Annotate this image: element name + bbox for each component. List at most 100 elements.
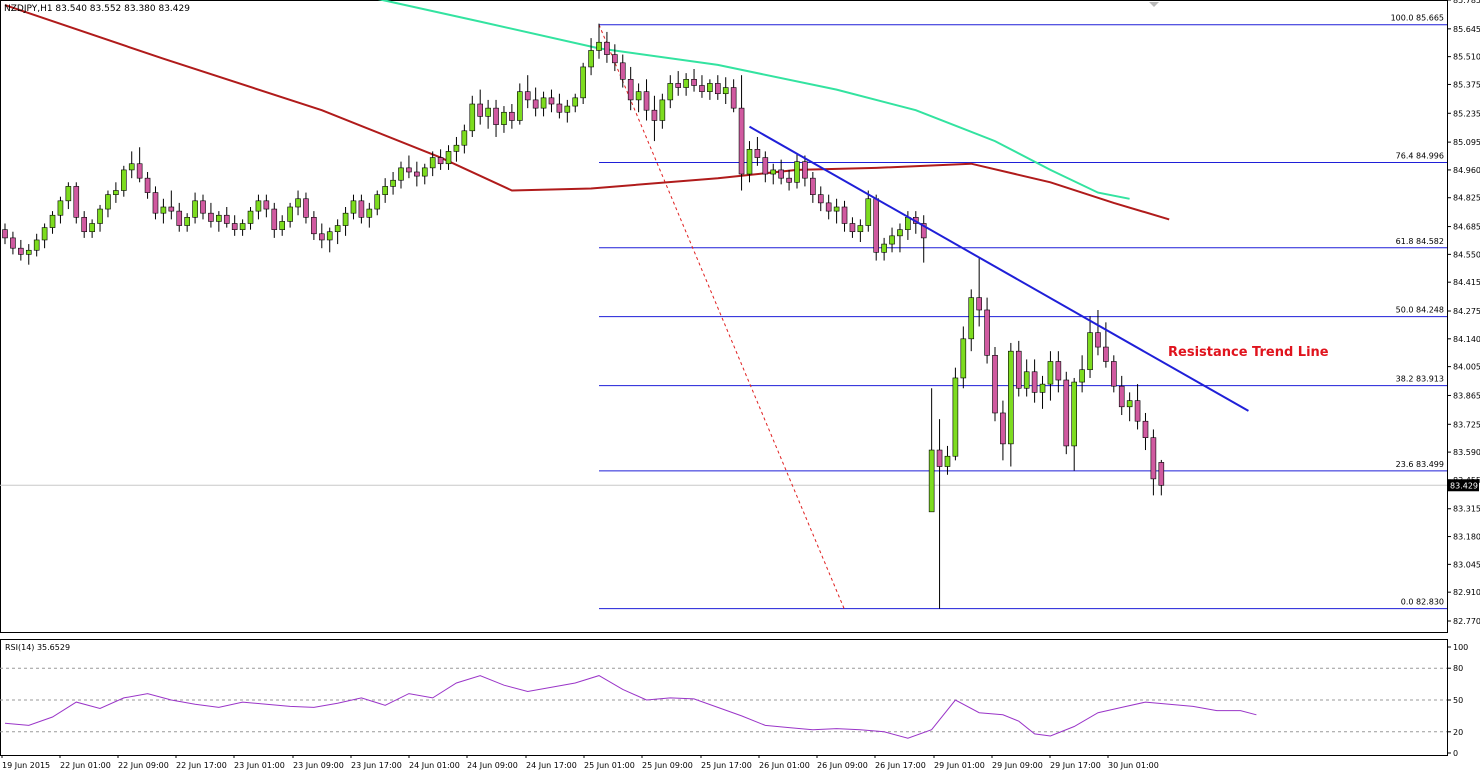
candle	[509, 104, 515, 129]
candle	[556, 93, 563, 119]
candle	[897, 223, 903, 253]
candle	[794, 153, 800, 189]
time-tick-label: 26 Jun 09:00	[817, 761, 868, 770]
candle	[231, 215, 238, 236]
candle-body	[707, 83, 713, 92]
candle-body	[604, 41, 610, 55]
candle-body	[295, 198, 301, 208]
candle	[1111, 355, 1117, 393]
candle-body	[453, 144, 460, 152]
candle	[770, 163, 777, 185]
candle-body	[176, 210, 183, 226]
candle	[176, 202, 183, 232]
candle-body	[1031, 371, 1038, 393]
candle	[1031, 359, 1038, 403]
candle	[1047, 351, 1054, 401]
candle-body	[1118, 385, 1125, 408]
candle	[65, 182, 72, 210]
candle-body	[65, 186, 72, 202]
candle	[714, 75, 721, 100]
fibonacci-retracement[interactable]: 100.0 85.665 76.4 84.996 61.8 84.582 50.0 8…	[598, 14, 1447, 610]
candle	[128, 151, 135, 179]
candle-body	[762, 157, 769, 175]
time-tick-label: 26 Jun 01:00	[759, 761, 810, 770]
fib-level-label: 100.0 85.665	[1391, 14, 1444, 23]
candle-body	[810, 177, 816, 195]
candle-body	[255, 200, 262, 212]
current-price-label: 83.429	[1450, 481, 1478, 490]
candle	[1150, 429, 1157, 496]
candle-body	[778, 169, 784, 179]
price-tick-label: 82.910	[1453, 588, 1480, 597]
candle-body	[390, 179, 396, 187]
candle-body	[1142, 420, 1149, 438]
candle-body	[57, 200, 64, 216]
time-tick-label: 22 Jun 09:00	[118, 761, 169, 770]
candle	[374, 190, 381, 216]
price-tick-label: 84.685	[1453, 223, 1480, 232]
candle	[18, 239, 24, 261]
candle	[778, 159, 784, 185]
chart-shift-marker-icon[interactable]	[1149, 2, 1159, 7]
candle	[643, 79, 650, 121]
price-axis: 85.785 85.645 85.510 85.375 85.235 85.095 84.9…	[1447, 0, 1480, 626]
price-tick-label: 83.865	[1453, 391, 1480, 400]
candle	[833, 198, 840, 224]
price-tick-label: 84.005	[1453, 363, 1480, 372]
candle-body	[540, 97, 547, 109]
candle-body	[612, 54, 618, 64]
candle-body	[184, 216, 190, 226]
candle	[382, 178, 388, 203]
candle-body	[1158, 462, 1165, 486]
candle-body	[1063, 379, 1070, 447]
candle	[881, 237, 887, 261]
candle-body	[1103, 346, 1109, 362]
candle-body	[168, 206, 175, 212]
candle-body	[366, 208, 373, 218]
candle-body	[683, 78, 689, 88]
price-tick-label: 84.415	[1453, 278, 1480, 287]
candle-body	[659, 99, 666, 121]
candle-body	[905, 216, 911, 230]
candle-body	[239, 223, 246, 230]
candle-body	[1055, 361, 1062, 381]
candle-body	[358, 200, 365, 218]
candle	[73, 182, 80, 224]
candle-body	[1071, 381, 1077, 447]
candle	[1095, 309, 1101, 356]
candle	[841, 200, 848, 232]
fib-level-label: 50.0 84.248	[1396, 306, 1444, 315]
candle	[216, 211, 222, 232]
candle	[1134, 384, 1141, 430]
candle	[524, 75, 531, 109]
price-tick-label: 84.825	[1453, 194, 1480, 203]
candle-body	[817, 194, 824, 204]
candle-body	[160, 206, 167, 214]
candle-body	[318, 233, 325, 241]
candle-body	[509, 111, 515, 121]
candle-body	[556, 103, 563, 113]
candle-body	[1023, 371, 1030, 389]
candle-body	[532, 99, 539, 109]
resistance-trend-line-group[interactable]: Resistance Trend Line	[748, 125, 1329, 412]
candle	[350, 194, 357, 220]
candle	[1063, 371, 1070, 455]
candle-body	[2, 229, 8, 239]
moving-averages	[4, 0, 1170, 221]
candle	[762, 151, 769, 183]
candle	[873, 194, 880, 261]
candle	[366, 202, 373, 228]
time-tick-label: 25 Jun 09:00	[642, 761, 693, 770]
candle	[596, 23, 602, 59]
candle	[295, 190, 301, 216]
candle	[691, 69, 697, 92]
candle-body	[516, 91, 523, 121]
candle-body	[596, 41, 602, 51]
candle-body	[485, 107, 491, 117]
candle	[651, 95, 658, 142]
candle	[121, 165, 127, 197]
candle	[746, 141, 753, 183]
candle	[453, 136, 460, 162]
